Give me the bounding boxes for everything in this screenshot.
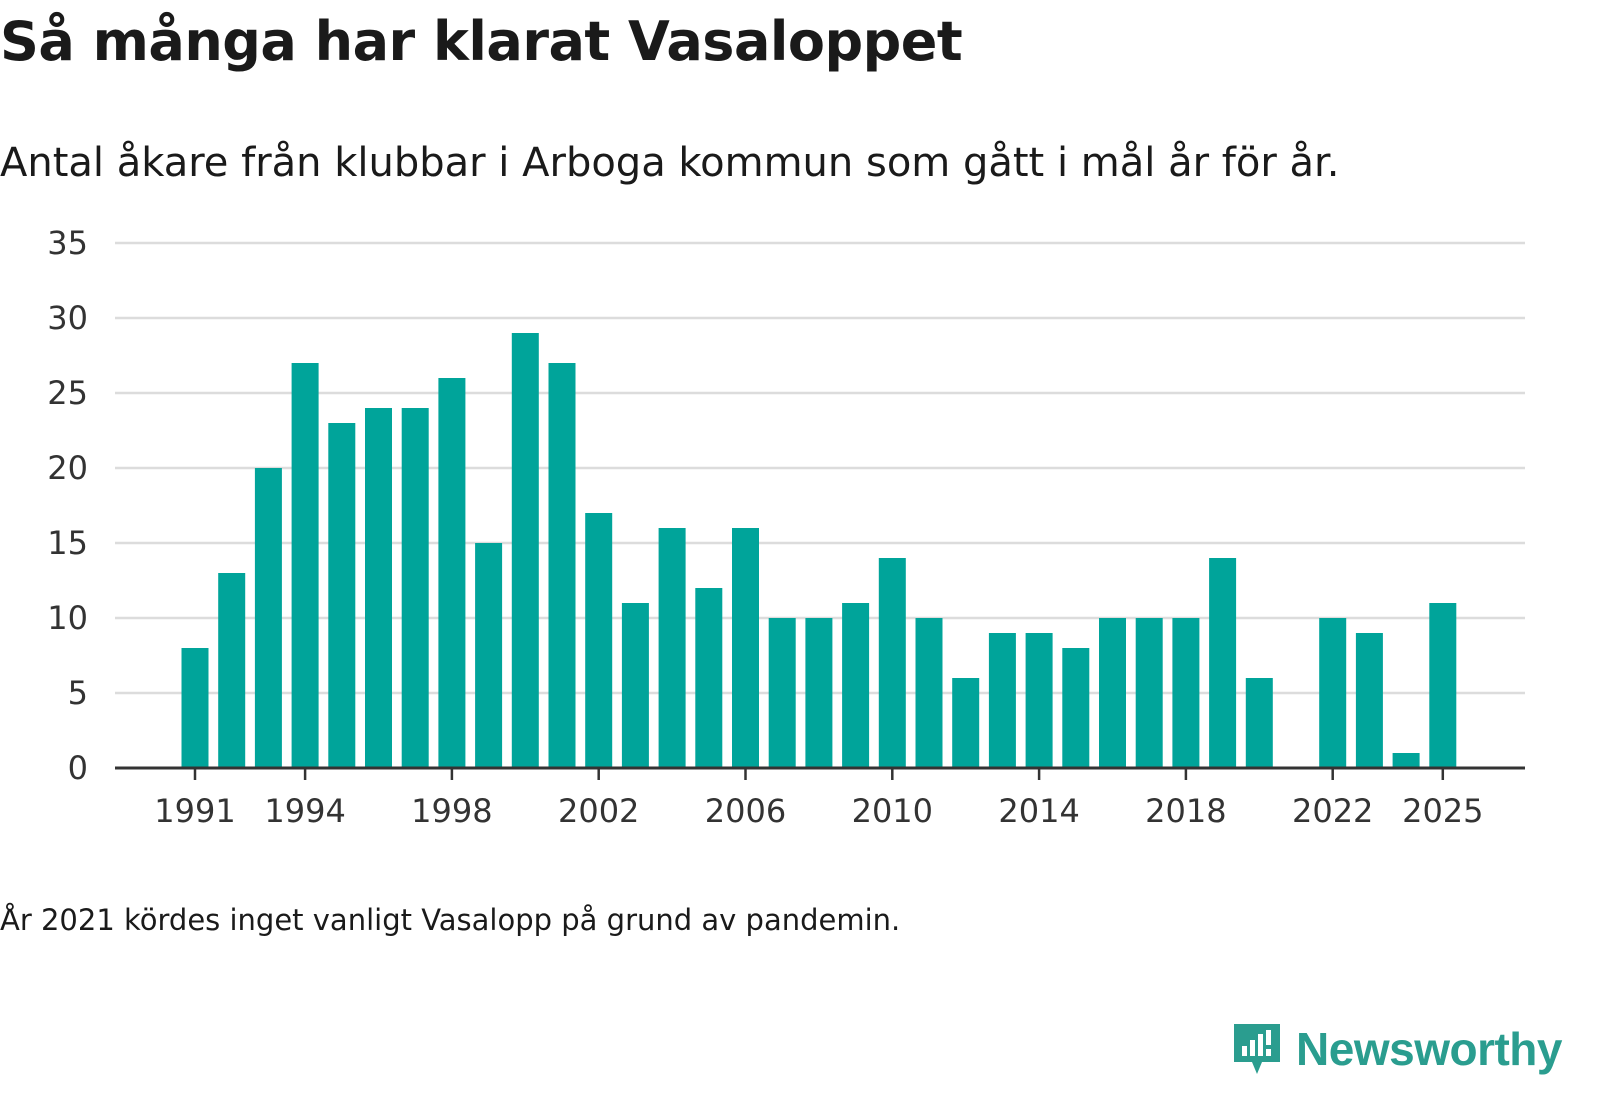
bar-2013 (988, 633, 1016, 768)
bar-2005 (695, 588, 723, 768)
x-tick-label: 2010 (852, 792, 933, 830)
chart-title: Så många har klarat Vasaloppet (0, 10, 963, 73)
bar-2025 (1429, 603, 1457, 768)
y-tick-label: 35 (47, 224, 88, 262)
y-tick-label: 15 (47, 524, 88, 562)
newsworthy-logo-icon (1234, 1024, 1281, 1074)
bar-1999 (475, 543, 503, 768)
bar-2010 (878, 558, 906, 768)
bar-1997 (401, 408, 429, 768)
bar-2012 (952, 678, 980, 768)
bar-1991 (181, 648, 209, 768)
bar-2018 (1172, 618, 1200, 768)
bar-2011 (915, 618, 943, 768)
x-tick-label: 2006 (705, 792, 786, 830)
bars (181, 333, 1457, 768)
x-tick-label: 1991 (154, 792, 235, 830)
newsworthy-logo-text: Newsworthy (1296, 1023, 1562, 1075)
x-tick-label: 2002 (558, 792, 639, 830)
x-tick-label: 2014 (998, 792, 1079, 830)
bar-2015 (1062, 648, 1090, 768)
bar-2019 (1209, 558, 1237, 768)
y-tick-label: 5 (68, 674, 88, 712)
bar-2024 (1392, 753, 1420, 768)
x-tick-label: 1994 (264, 792, 345, 830)
bar-2009 (842, 603, 870, 768)
bar-1995 (328, 423, 356, 768)
bar-1992 (218, 573, 246, 768)
y-tick-label: 0 (68, 749, 88, 787)
x-tick-label: 2018 (1145, 792, 1226, 830)
bar-2001 (548, 363, 576, 768)
bar-2023 (1355, 633, 1383, 768)
bar-2004 (658, 528, 686, 768)
y-tick-label: 30 (47, 299, 88, 337)
bar-1994 (291, 363, 319, 768)
footnote: År 2021 kördes inget vanligt Vasalopp på… (0, 903, 901, 937)
newsworthy-logo: Newsworthy (1230, 1020, 1562, 1078)
y-tick-label: 10 (47, 599, 88, 637)
bar-2008 (805, 618, 833, 768)
chart-subtitle: Antal åkare från klubbar i Arboga kommun… (0, 140, 1340, 186)
bar-2017 (1135, 618, 1163, 768)
bar-2000 (511, 333, 539, 768)
y-tick-label: 20 (47, 449, 88, 487)
bar-2014 (1025, 633, 1053, 768)
y-tick-label: 25 (47, 374, 88, 412)
bar-1993 (254, 468, 282, 768)
bar-2022 (1319, 618, 1347, 768)
x-tick-label: 1998 (411, 792, 492, 830)
x-tick-label: 2025 (1402, 792, 1483, 830)
bar-1996 (365, 408, 392, 768)
bar-2020 (1245, 678, 1273, 768)
bar-2003 (621, 603, 649, 768)
bar-2007 (768, 618, 796, 768)
bar-2016 (1099, 618, 1126, 768)
bar-2006 (732, 528, 759, 768)
x-tick-label: 2022 (1292, 792, 1373, 830)
bar-2002 (585, 513, 613, 768)
bar-1998 (438, 378, 466, 768)
